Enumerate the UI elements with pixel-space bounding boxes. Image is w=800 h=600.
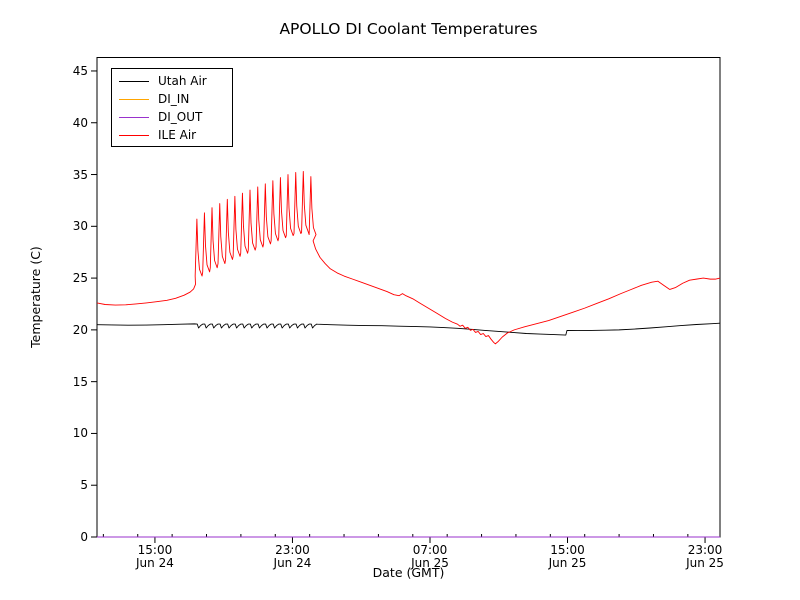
- x-tick-date: Jun 25: [548, 556, 587, 570]
- legend-row-utah-air: Utah Air: [112, 72, 232, 90]
- x-tick-date: Jun 24: [136, 556, 174, 570]
- legend-label-utah-air: Utah Air: [158, 74, 207, 88]
- legend-line-utah-air: [119, 80, 149, 82]
- y-tick-label: 40: [72, 115, 88, 130]
- legend-line-di-in: [119, 98, 149, 100]
- y-tick-label: 25: [72, 271, 88, 286]
- y-tick-label: 20: [72, 322, 88, 337]
- x-tick-time: 15:00: [137, 543, 173, 557]
- x-tick-label: 07:00 Jun 25: [394, 544, 466, 570]
- legend-line-di-out: [119, 116, 149, 118]
- legend-label-ile-air: ILE Air: [158, 128, 197, 142]
- x-tick-time: 07:00: [412, 543, 448, 557]
- chart-title: APOLLO DI Coolant Temperatures: [279, 20, 538, 38]
- x-axis-label: Date (GMT): [372, 565, 445, 580]
- legend-label-di-out: DI_OUT: [158, 110, 203, 124]
- legend-row-ile-air: ILE Air: [112, 126, 232, 144]
- x-tick-label: 15:00 Jun 24: [119, 544, 191, 570]
- y-tick-label: 45: [72, 63, 88, 78]
- legend-row-di-in: DI_IN: [112, 90, 232, 108]
- x-tick-date: Jun 25: [686, 556, 724, 570]
- x-tick-label: 23:00 Jun 24: [256, 544, 328, 570]
- y-tick-label: 0: [80, 530, 88, 544]
- x-tick-label: 15:00 Jun 25: [532, 544, 604, 570]
- legend-label-di-in: DI_IN: [158, 92, 190, 106]
- legend-line-ile-air: [119, 134, 149, 136]
- series-line-utah-air: [96, 322, 721, 336]
- x-tick-date: Jun 24: [273, 556, 312, 570]
- x-tick-label: 23:00 Jun 25: [669, 544, 741, 570]
- y-tick-label: 15: [72, 374, 88, 389]
- legend-row-di-out: DI_OUT: [112, 108, 232, 126]
- y-tick-label: 35: [72, 167, 88, 182]
- series-line-ile-air: [96, 170, 721, 345]
- y-tick-label: 5: [80, 478, 88, 493]
- x-tick-time: 23:00: [687, 543, 723, 557]
- x-tick-time: 15:00: [550, 543, 585, 557]
- y-tick-label: 10: [72, 426, 88, 441]
- y-tick-label: 30: [72, 219, 88, 234]
- x-tick-date: Jun 25: [411, 556, 449, 570]
- x-tick-time: 23:00: [275, 543, 310, 557]
- legend-box: Utah Air DI_IN DI_OUT ILE Air: [111, 68, 233, 147]
